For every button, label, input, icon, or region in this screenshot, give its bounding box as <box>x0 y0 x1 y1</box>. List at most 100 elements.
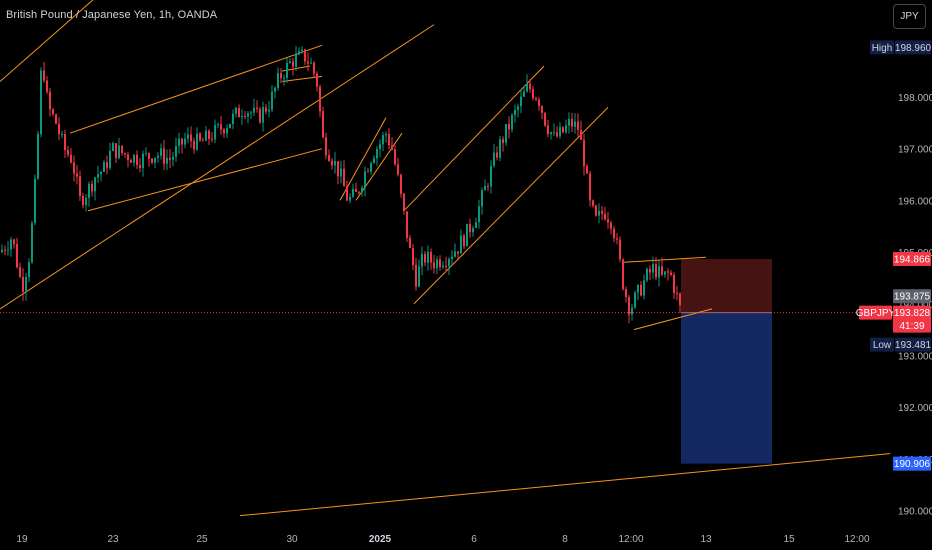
candle-body <box>298 51 300 55</box>
candle-body <box>211 138 213 140</box>
target-value-text: 190.906 <box>894 459 931 470</box>
candle-body <box>463 235 465 247</box>
candle-body <box>475 222 477 228</box>
candle-body <box>388 133 390 146</box>
candle-body <box>610 222 612 229</box>
candle-body <box>526 83 528 92</box>
candle-body <box>490 165 492 187</box>
candle-body <box>1 249 3 253</box>
current-price-value: 193.828 <box>893 305 931 320</box>
time-axis[interactable]: 19 23 25 30 2025 6 8 12:00 13 15 12:00 <box>16 534 870 545</box>
candle-body <box>328 155 330 161</box>
candle-body <box>28 262 30 278</box>
candle-body <box>22 276 24 292</box>
candle-body <box>73 162 75 174</box>
candle-body <box>334 161 336 166</box>
candle-body <box>547 125 549 135</box>
candle-body <box>127 154 129 161</box>
stop-value: 194.866 <box>893 251 931 266</box>
current-price-value-text: 193.828 <box>894 308 931 319</box>
candle-body <box>256 107 258 109</box>
candle-body <box>427 251 429 263</box>
candle-body <box>250 112 252 114</box>
candle-body <box>166 157 168 164</box>
candle-body <box>109 150 111 168</box>
high-value-bg <box>895 40 931 55</box>
candle-body <box>583 139 585 167</box>
position-zones <box>681 258 772 464</box>
candle-body <box>67 150 69 155</box>
candle-body <box>376 148 378 159</box>
candle-body <box>424 253 426 263</box>
candle-body <box>607 219 609 223</box>
candle-body <box>529 83 531 90</box>
candle-body <box>163 148 165 164</box>
candle-body <box>220 124 222 130</box>
price-tick-label: 193.000 <box>898 351 932 362</box>
candle-body <box>25 277 27 292</box>
candle-body <box>565 125 567 133</box>
candles <box>1 45 681 324</box>
price-tick-label: 196.000 <box>898 196 932 207</box>
candle-body <box>412 247 414 266</box>
candle-body <box>337 161 339 177</box>
countdown-value: 41:39 <box>893 318 931 333</box>
candle-body <box>88 183 90 198</box>
candle-body <box>538 99 540 107</box>
symbol-tag-bg <box>859 305 892 320</box>
candle-body <box>658 266 660 278</box>
candle-body <box>262 107 264 123</box>
candle-body <box>448 259 450 267</box>
candle-body <box>181 138 183 145</box>
candle-body <box>106 162 108 168</box>
prev-close-value-bg <box>893 289 931 304</box>
candle-body <box>574 121 576 127</box>
candle-body <box>370 162 372 172</box>
candle-body <box>100 171 102 175</box>
candle-body <box>124 153 126 155</box>
low-value: 193.481 <box>895 337 932 352</box>
candle-body <box>418 266 420 287</box>
stop-loss-zone <box>681 258 772 313</box>
candle-body <box>358 191 360 193</box>
candle-body <box>94 177 96 192</box>
candle-body <box>91 183 93 192</box>
candle-body <box>439 259 441 268</box>
candle-body <box>517 106 519 110</box>
low-tag-bg <box>870 337 894 352</box>
candle-body <box>82 195 84 206</box>
high-value: 198.960 <box>895 40 932 55</box>
candle-body <box>493 152 495 166</box>
candle-body <box>541 106 543 113</box>
candle-body <box>238 107 240 118</box>
candle-body <box>679 293 681 306</box>
candle-body <box>301 49 303 52</box>
candle-body <box>349 196 351 201</box>
candle-body <box>145 153 147 155</box>
candle-body <box>175 146 177 157</box>
candle-body <box>379 144 381 149</box>
candle-body <box>121 145 123 154</box>
candle-body <box>616 238 618 240</box>
candle-body <box>58 123 60 135</box>
candle-body <box>235 107 237 114</box>
target-value-bg <box>893 456 931 471</box>
candle-body <box>589 173 591 201</box>
candle-body <box>169 157 171 160</box>
candle-body <box>673 274 675 294</box>
candle-body <box>118 145 120 158</box>
candle-body <box>13 239 15 245</box>
candle-body <box>310 62 312 64</box>
high-value-text: 198.960 <box>895 43 932 54</box>
currency-button[interactable]: JPY <box>893 4 926 29</box>
candle-body <box>343 168 345 187</box>
candle-body <box>16 244 18 268</box>
candle-body <box>460 235 462 254</box>
countdown-value-bg <box>893 318 931 333</box>
candle-body <box>79 176 81 196</box>
candle-body <box>223 129 225 134</box>
candle-body <box>187 134 189 139</box>
candle-body <box>130 160 132 163</box>
